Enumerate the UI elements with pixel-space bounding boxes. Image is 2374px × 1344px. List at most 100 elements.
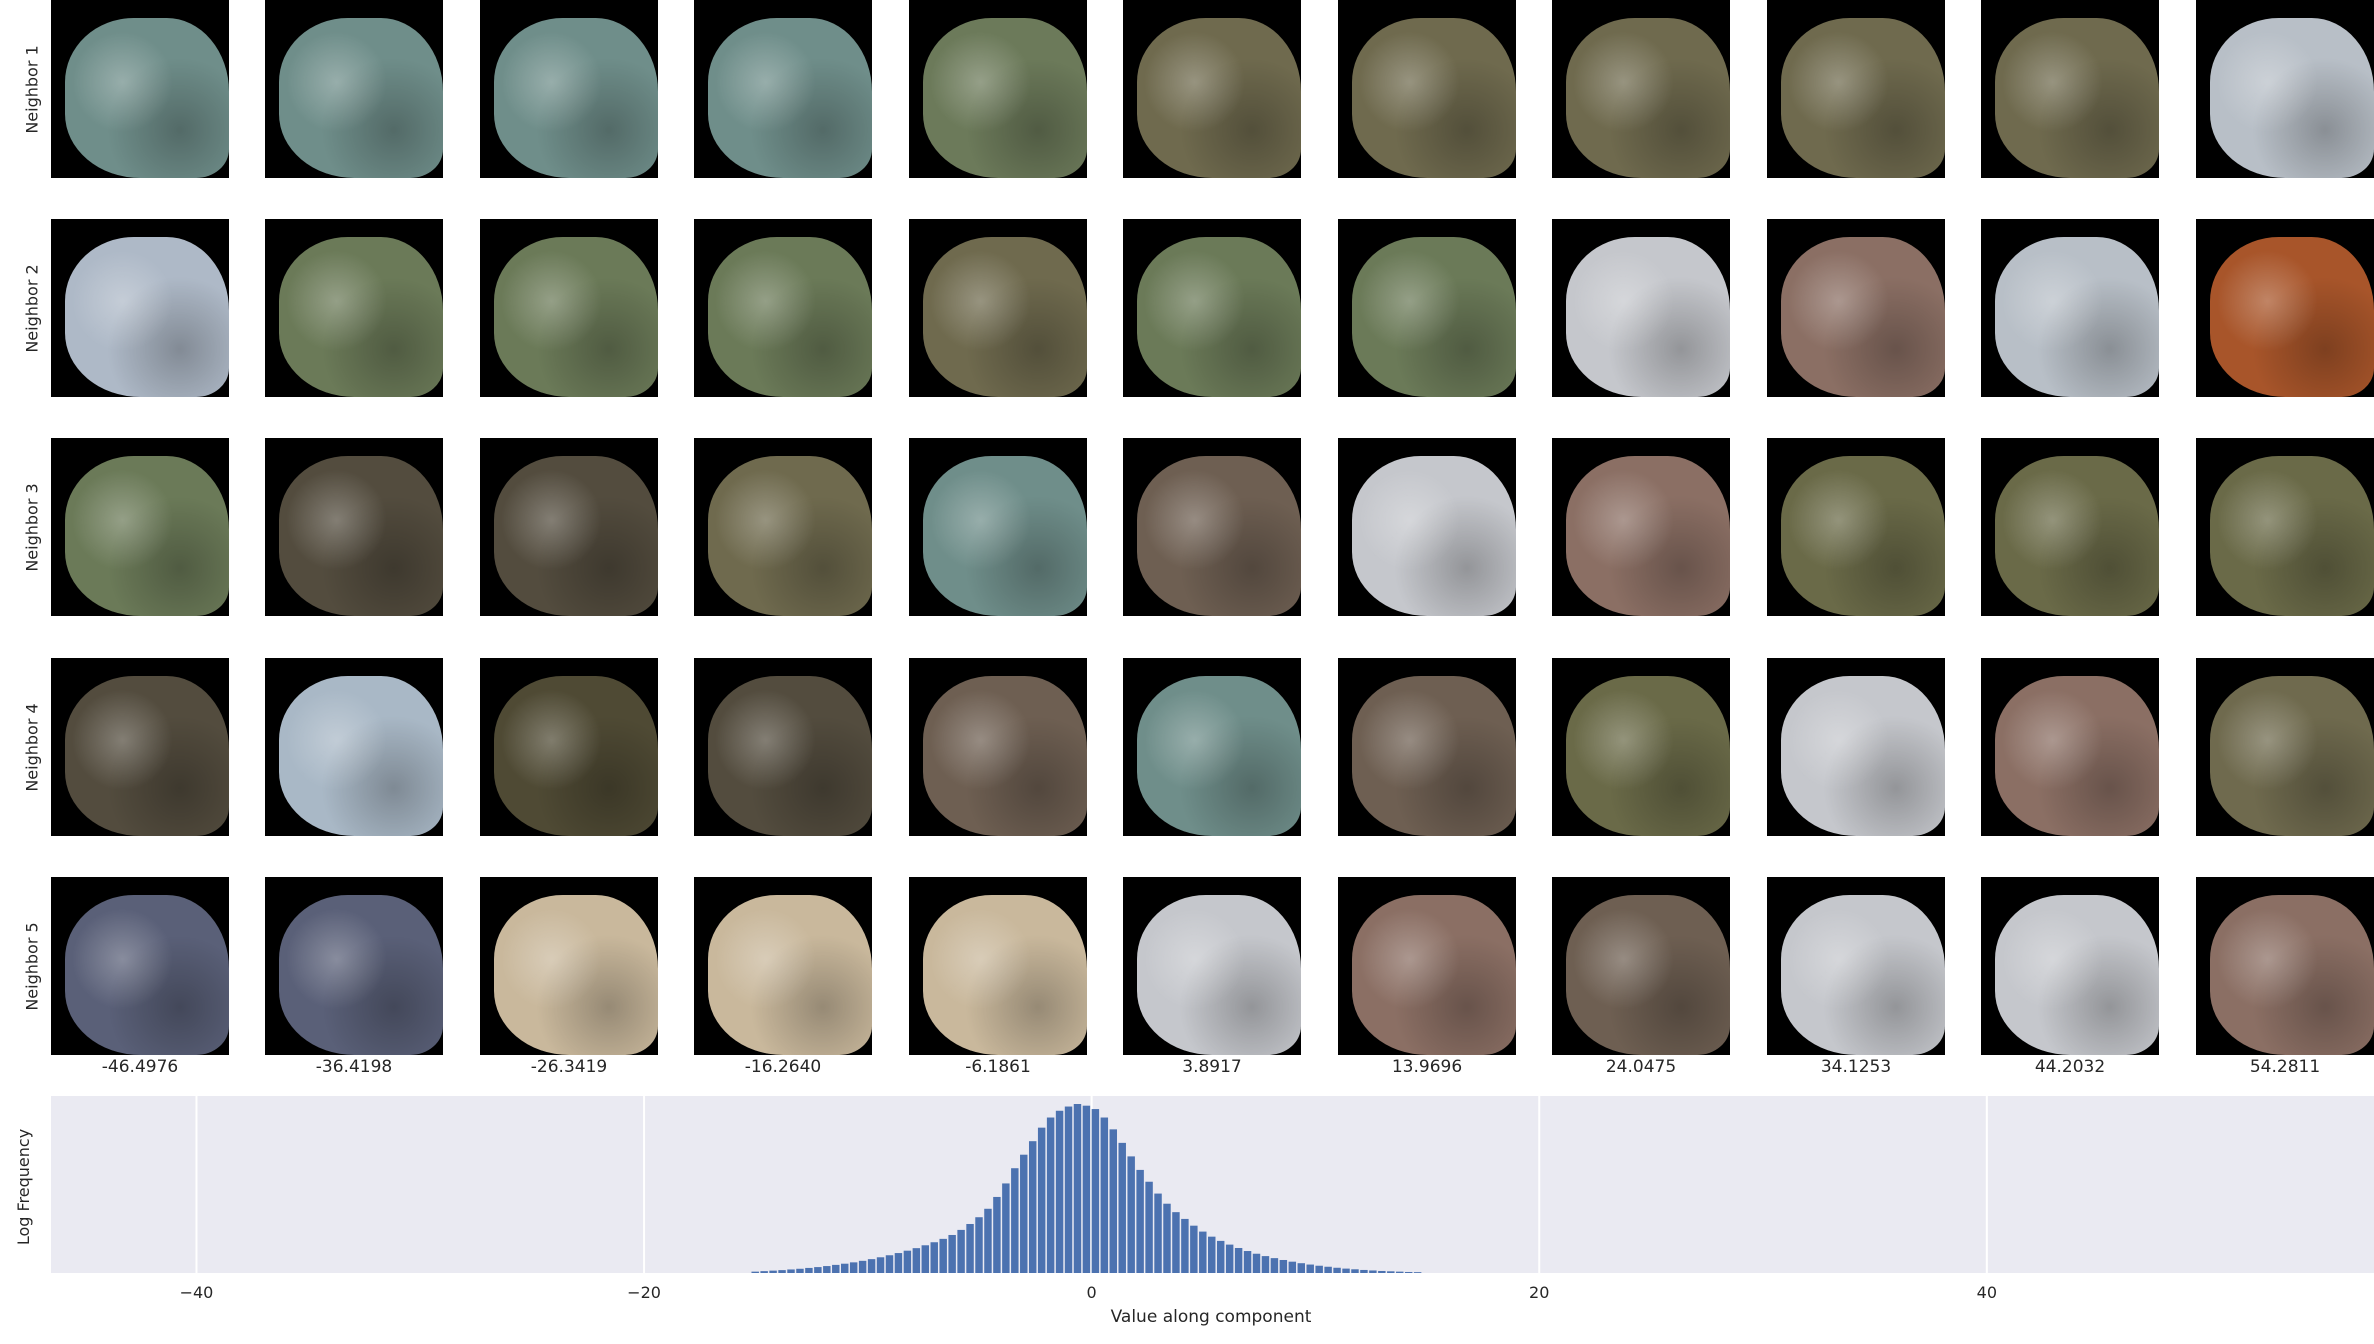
image-patch <box>1352 894 1516 1055</box>
image-patch <box>279 675 443 836</box>
neighbor-image <box>480 438 658 616</box>
image-patch <box>1781 17 1945 178</box>
image-patch <box>923 17 1087 178</box>
histogram-bar <box>948 1234 956 1273</box>
histogram-bar <box>1181 1218 1189 1273</box>
neighbor-image <box>1123 658 1301 836</box>
neighbor-image <box>480 658 658 836</box>
image-patch <box>1566 894 1730 1055</box>
image-patch <box>923 455 1087 616</box>
histogram-bar <box>957 1229 965 1273</box>
neighbor-image <box>1338 0 1516 178</box>
histogram-bar <box>1360 1269 1368 1273</box>
image-patch <box>2210 675 2374 836</box>
histogram-bar <box>1369 1270 1377 1273</box>
histogram-bar <box>1225 1244 1234 1273</box>
column-value-label: -16.2640 <box>744 1057 822 1077</box>
column-value-label: 24.0475 <box>1605 1057 1677 1077</box>
histogram-bar <box>832 1264 840 1273</box>
neighbor-image <box>1767 658 1945 836</box>
neighbor-image <box>1981 219 2159 397</box>
image-patch <box>1781 236 1945 397</box>
neighbor-image <box>909 658 1087 836</box>
histogram-bar <box>1387 1271 1395 1273</box>
image-patch <box>65 894 229 1055</box>
histogram-bar <box>1234 1247 1243 1273</box>
image-patch <box>923 675 1087 836</box>
histogram-bar <box>1288 1261 1297 1273</box>
neighbor-image <box>2196 877 2374 1055</box>
image-patch <box>1137 236 1301 397</box>
neighbor-image <box>480 219 658 397</box>
histogram-bar <box>1351 1269 1359 1273</box>
neighbor-image <box>2196 658 2374 836</box>
neighbor-image <box>1767 877 1945 1055</box>
histogram-bar <box>930 1242 938 1273</box>
column-value-label: 34.1253 <box>1820 1057 1892 1077</box>
histogram-bar <box>769 1270 777 1273</box>
histogram-chart: −40 −20 0 20 40 Value along component Log Fr… <box>14 1096 2374 1327</box>
histogram-bar <box>1020 1154 1028 1273</box>
neighbor-image <box>694 0 872 178</box>
image-patch <box>1566 236 1730 397</box>
image-patch <box>1352 17 1516 178</box>
image-patch <box>1352 455 1516 616</box>
image-patch <box>923 236 1087 397</box>
histogram-bar <box>912 1248 921 1273</box>
image-patch <box>1781 675 1945 836</box>
image-patch <box>65 455 229 616</box>
column-value-label: 44.2032 <box>2034 1057 2106 1077</box>
neighbor-image <box>2196 0 2374 178</box>
histogram-bar <box>814 1267 822 1273</box>
histogram-bar <box>760 1271 768 1273</box>
histogram-bar <box>876 1257 885 1273</box>
image-patch <box>1352 675 1516 836</box>
image-patch <box>2210 17 2374 178</box>
neighbor-image <box>1552 438 1730 616</box>
image-patch <box>65 675 229 836</box>
neighbor-image <box>51 219 229 397</box>
image-patch <box>1566 455 1730 616</box>
column-value-label: -6.1861 <box>965 1057 1031 1077</box>
image-patch <box>494 17 658 178</box>
histogram-bar <box>1127 1156 1135 1273</box>
histogram-bar <box>1073 1104 1082 1273</box>
histogram-bar <box>751 1271 759 1273</box>
neighbor-image <box>1552 219 1730 397</box>
neighbor-image <box>1338 219 1516 397</box>
neighbor-image <box>694 219 872 397</box>
image-patch <box>1137 455 1301 616</box>
histogram-bar <box>805 1267 813 1273</box>
histogram-bar <box>1243 1251 1252 1273</box>
histogram-bar <box>885 1255 894 1273</box>
image-patch <box>1995 675 2159 836</box>
histogram-bar <box>1216 1240 1225 1273</box>
column-value-label: 3.8917 <box>1182 1057 1242 1077</box>
histogram-bar <box>1315 1265 1323 1273</box>
histogram-bar <box>1118 1142 1126 1273</box>
histogram-bar <box>1333 1267 1341 1273</box>
neighbor-image <box>51 0 229 178</box>
histogram-bar <box>1037 1127 1046 1273</box>
image-patch <box>494 894 658 1055</box>
image-patch <box>494 675 658 836</box>
neighbor-image <box>265 219 443 397</box>
neighbor-grid: Neighbor 1 Neighbor 2 Neighbor 3 Neighbor 4… <box>23 0 2374 1077</box>
image-patch <box>1137 894 1301 1055</box>
column-value-label: 13.9696 <box>1391 1057 1463 1077</box>
image-patch <box>1566 17 1730 178</box>
image-patch <box>708 17 872 178</box>
histogram-bar <box>1091 1109 1100 1273</box>
histogram-bar <box>1064 1106 1073 1273</box>
histogram-bar <box>1252 1253 1261 1273</box>
histogram-bar <box>1396 1271 1404 1273</box>
histogram-bar <box>1082 1105 1091 1273</box>
histogram-bar <box>1199 1231 1207 1273</box>
histogram-bar <box>1324 1266 1332 1273</box>
histogram-bar <box>796 1268 804 1273</box>
histogram-bar <box>921 1245 930 1273</box>
neighbor-image <box>694 658 872 836</box>
image-patch <box>279 455 443 616</box>
histogram-bar <box>1002 1183 1010 1273</box>
neighbor-image <box>1123 219 1301 397</box>
